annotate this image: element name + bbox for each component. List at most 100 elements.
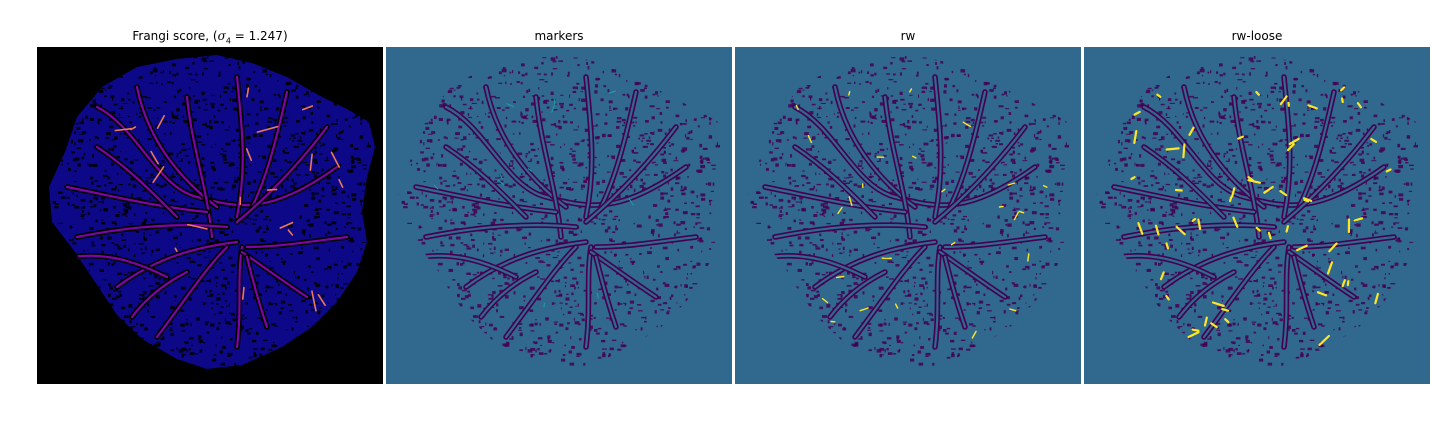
- texture-speckle: [160, 338, 165, 340]
- texture-speckle: [960, 193, 963, 196]
- texture-speckle: [857, 283, 859, 286]
- texture-speckle: [448, 268, 453, 272]
- texture-speckle: [142, 95, 147, 98]
- texture-speckle: [692, 266, 696, 269]
- texture-speckle: [603, 85, 607, 88]
- texture-speckle: [521, 74, 525, 77]
- texture-speckle: [1012, 302, 1017, 305]
- texture-speckle: [240, 325, 244, 329]
- texture-speckle: [478, 320, 481, 324]
- texture-speckle: [361, 190, 365, 192]
- texture-speckle: [76, 126, 81, 130]
- texture-speckle: [844, 177, 849, 179]
- texture-speckle: [134, 331, 138, 334]
- texture-speckle: [868, 327, 871, 329]
- texture-speckle: [119, 117, 124, 118]
- texture-speckle: [661, 171, 665, 174]
- texture-speckle: [523, 295, 526, 298]
- texture-speckle: [552, 164, 554, 167]
- texture-speckle: [700, 193, 706, 197]
- texture-speckle: [297, 275, 300, 279]
- texture-speckle: [665, 257, 669, 261]
- texture-speckle: [638, 137, 641, 140]
- texture-speckle: [319, 307, 322, 309]
- texture-speckle: [959, 251, 962, 253]
- texture-speckle: [785, 212, 788, 215]
- texture-speckle: [185, 322, 189, 326]
- texture-speckle: [460, 263, 463, 266]
- texture-speckle: [537, 147, 539, 150]
- texture-speckle: [74, 170, 77, 173]
- texture-speckle: [927, 98, 929, 102]
- texture-speckle: [462, 261, 465, 265]
- texture-speckle: [574, 233, 579, 235]
- texture-speckle: [821, 208, 826, 212]
- texture-speckle: [811, 103, 816, 106]
- texture-speckle: [862, 291, 865, 295]
- texture-speckle: [940, 317, 942, 321]
- texture-speckle: [547, 337, 550, 341]
- texture-speckle: [431, 218, 433, 220]
- texture-speckle: [667, 310, 670, 312]
- texture-speckle: [572, 86, 578, 89]
- texture-speckle: [214, 276, 219, 279]
- texture-speckle: [259, 353, 262, 356]
- texture-speckle: [961, 68, 963, 71]
- texture-speckle: [953, 122, 957, 125]
- texture-speckle: [962, 107, 967, 110]
- texture-speckle: [622, 93, 626, 96]
- texture-speckle: [139, 112, 142, 114]
- texture-speckle: [908, 323, 913, 327]
- texture-speckle: [558, 60, 563, 62]
- texture-speckle: [555, 280, 559, 282]
- texture-speckle: [290, 253, 293, 255]
- markers-image: [386, 47, 732, 384]
- texture-speckle: [421, 238, 424, 240]
- texture-speckle: [311, 196, 316, 200]
- texture-speckle: [181, 347, 187, 351]
- texture-speckle: [528, 151, 531, 154]
- texture-speckle: [295, 320, 298, 323]
- texture-speckle: [453, 89, 456, 91]
- texture-speckle: [976, 135, 979, 138]
- texture-speckle: [146, 97, 151, 99]
- texture-speckle: [252, 339, 257, 343]
- texture-speckle: [963, 215, 967, 218]
- texture-speckle: [206, 133, 209, 136]
- texture-speckle: [285, 147, 288, 149]
- texture-speckle: [1048, 143, 1052, 148]
- texture-speckle: [209, 294, 214, 297]
- texture-speckle: [495, 129, 498, 132]
- texture-speckle: [551, 281, 555, 283]
- texture-speckle: [519, 132, 521, 135]
- texture-speckle: [554, 103, 557, 105]
- texture-speckle: [918, 362, 924, 366]
- texture-speckle: [97, 121, 100, 125]
- texture-speckle: [644, 87, 647, 90]
- texture-speckle: [101, 197, 105, 200]
- texture-speckle: [221, 148, 224, 150]
- texture-speckle: [104, 184, 107, 187]
- texture-speckle: [266, 225, 268, 228]
- texture-speckle: [862, 272, 867, 274]
- texture-speckle: [363, 168, 367, 170]
- texture-speckle: [331, 221, 337, 225]
- texture-speckle: [530, 148, 536, 152]
- texture-speckle: [758, 196, 764, 199]
- texture-speckle: [227, 87, 229, 90]
- texture-speckle: [825, 271, 829, 274]
- texture-speckle: [806, 283, 809, 286]
- texture-speckle: [1041, 266, 1045, 269]
- texture-speckle: [338, 176, 340, 178]
- texture-speckle: [575, 305, 577, 307]
- texture-speckle: [675, 114, 680, 118]
- texture-speckle: [492, 236, 495, 240]
- texture-speckle: [544, 216, 548, 218]
- texture-speckle: [810, 289, 816, 292]
- texture-speckle: [807, 286, 811, 290]
- texture-speckle: [80, 214, 86, 216]
- texture-speckle: [152, 68, 158, 73]
- texture-speckle: [682, 211, 688, 215]
- texture-speckle: [869, 175, 874, 178]
- texture-speckle: [302, 162, 305, 164]
